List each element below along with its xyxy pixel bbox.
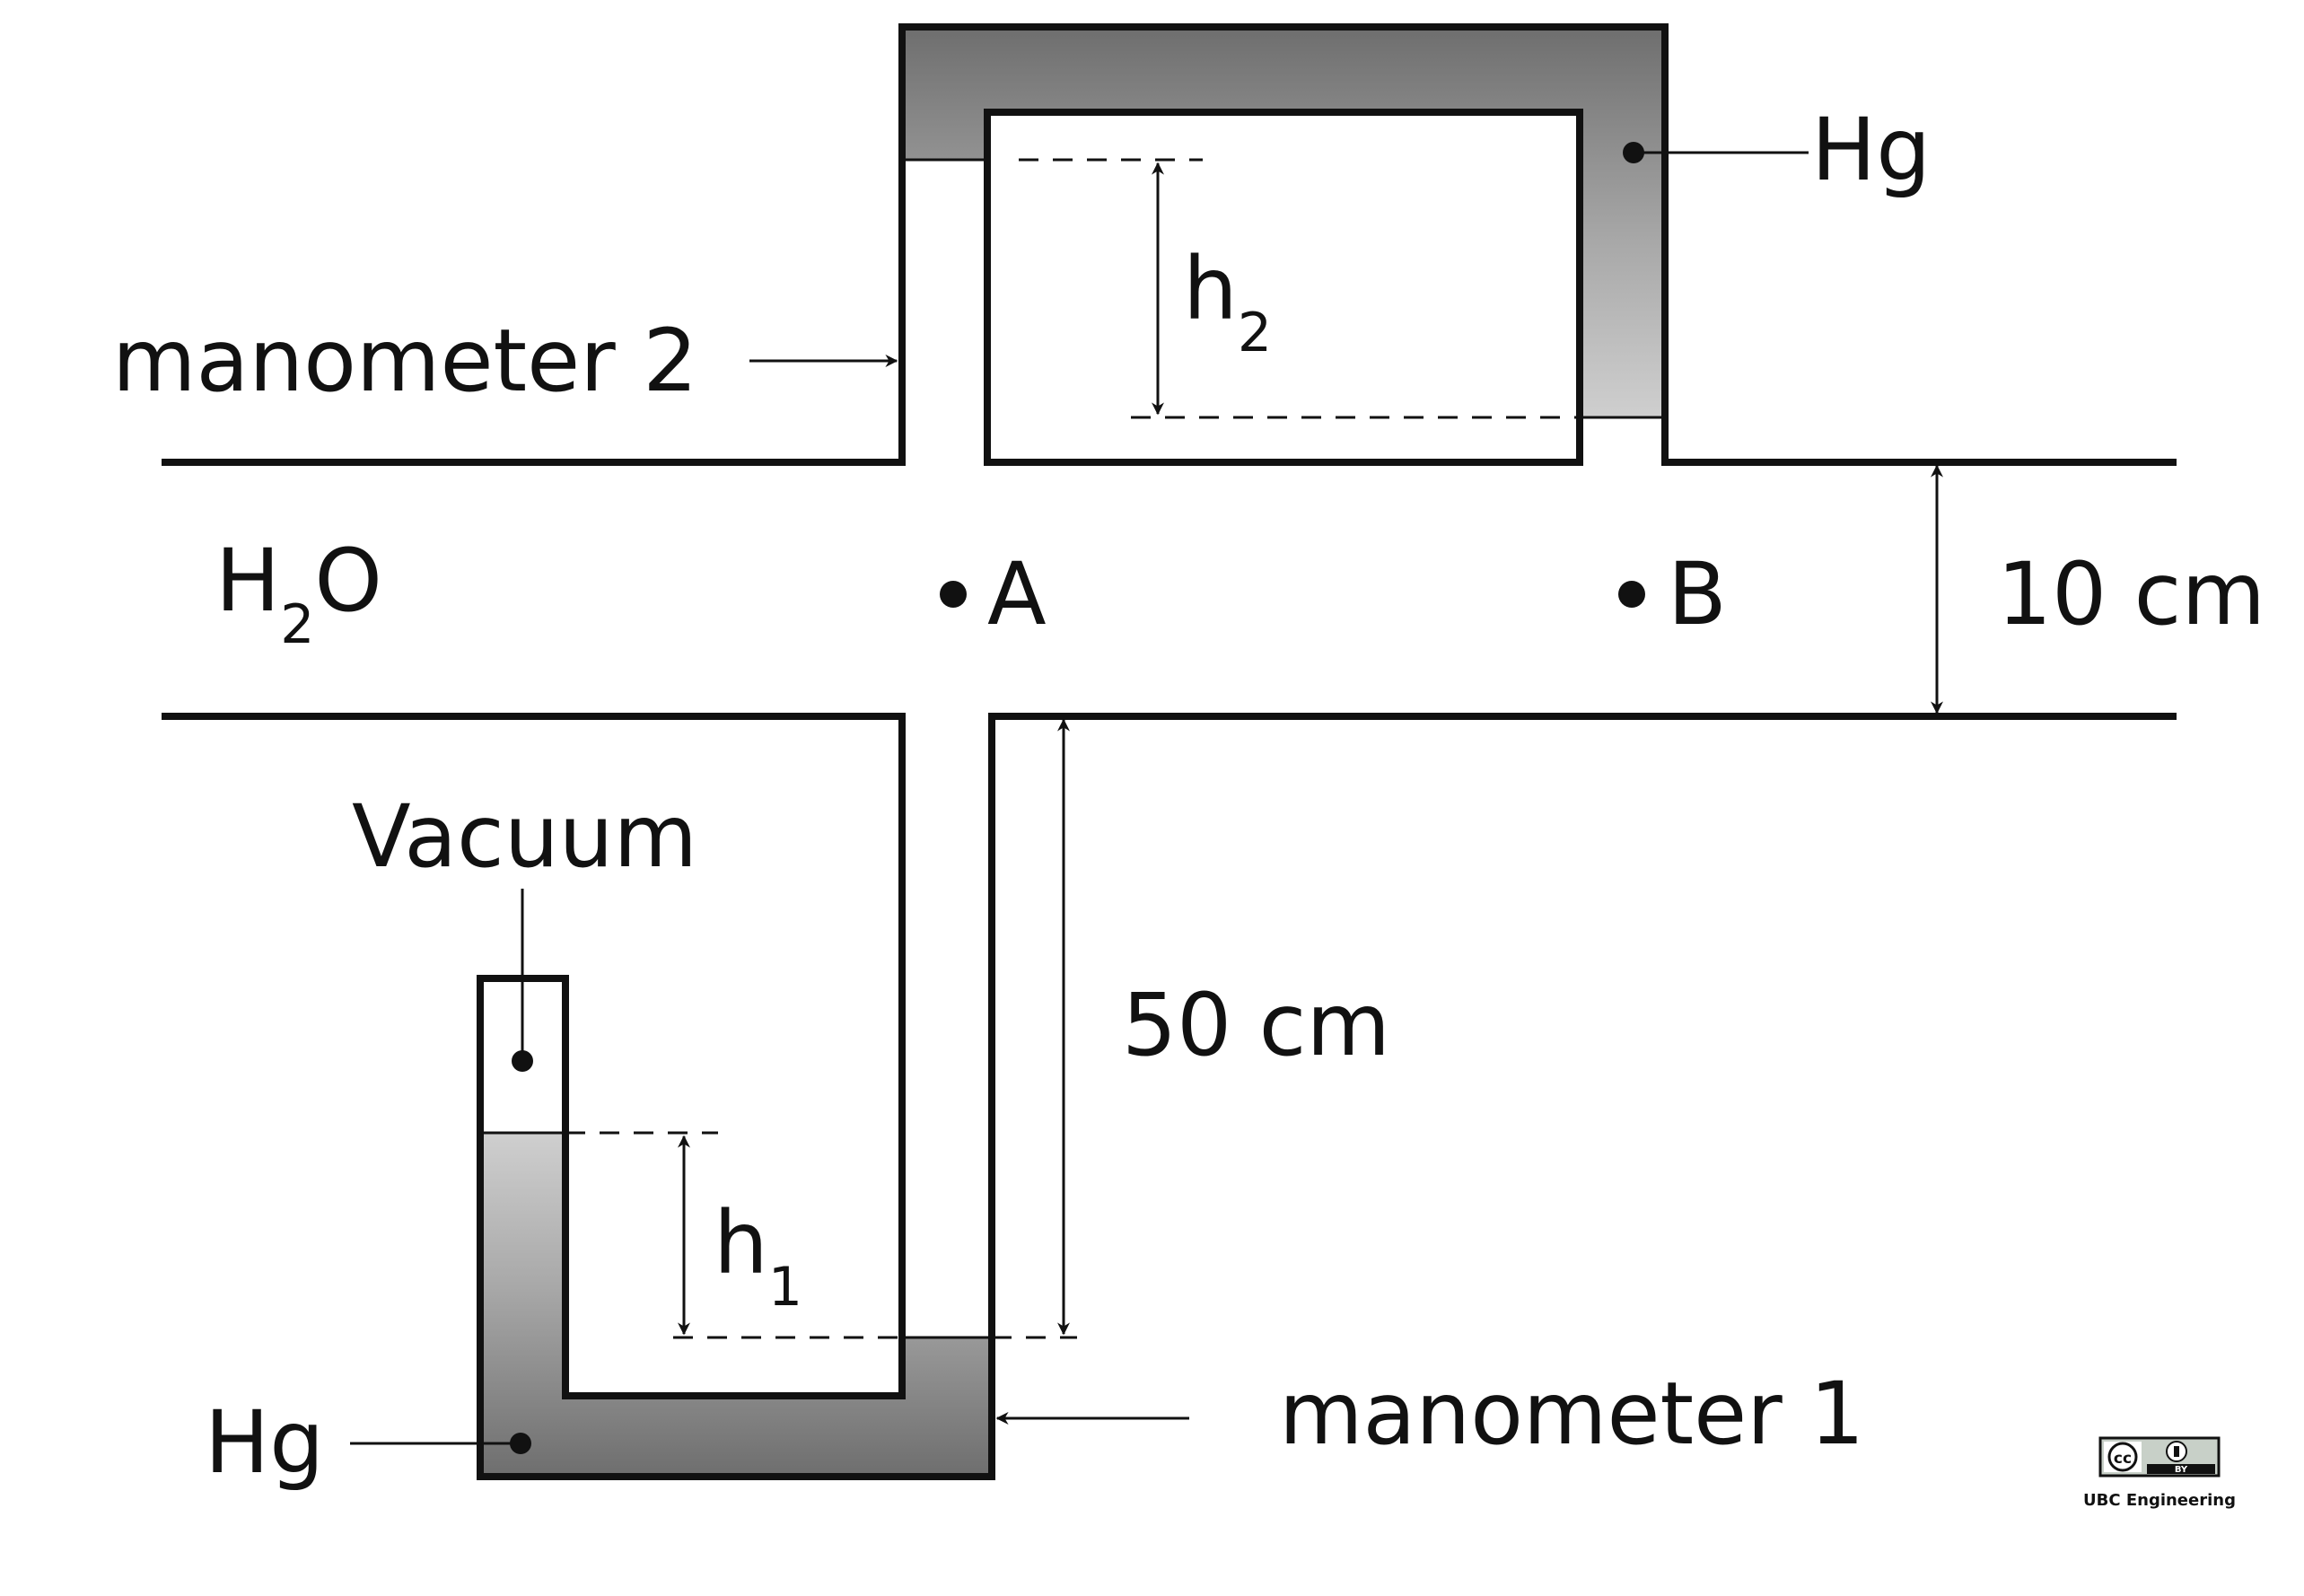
pipe-diameter-label: 10 cm <box>1997 544 2265 645</box>
vacuum-label: Vacuum <box>352 786 697 887</box>
vacuum-dot <box>512 1050 533 1072</box>
hg-fill-manometer2 <box>902 27 1665 417</box>
point-a-label: A <box>987 544 1047 645</box>
license-credit-text: UBC Engineering <box>2083 1491 2236 1510</box>
cc-by-license-badge: cc BY <box>2098 1436 2221 1478</box>
manometer1-label: manometer 1 <box>1279 1364 1864 1464</box>
hg-bottom-dot <box>510 1433 531 1454</box>
pipe-top-wall <box>162 23 2177 466</box>
fluid-label: H2O <box>215 531 382 656</box>
hg-fill-manometer1 <box>480 1133 992 1477</box>
point-a-dot <box>940 581 967 608</box>
riser-height-label: 50 cm <box>1122 975 1390 1075</box>
manometer2-inner-wall <box>984 109 1583 466</box>
point-b-label: B <box>1668 544 1727 645</box>
cc-badge-text: cc <box>2114 1450 2132 1468</box>
hg-top-dot <box>1623 142 1644 163</box>
point-b-dot <box>1618 581 1645 608</box>
hg-top-label: Hg <box>1811 100 1931 200</box>
manometer2-label: manometer 2 <box>112 311 697 411</box>
by-badge-text: BY <box>2175 1465 2188 1475</box>
h2-label: h2 <box>1183 239 1272 364</box>
hg-bottom-label: Hg <box>205 1392 324 1493</box>
h1-label: h1 <box>714 1193 802 1319</box>
